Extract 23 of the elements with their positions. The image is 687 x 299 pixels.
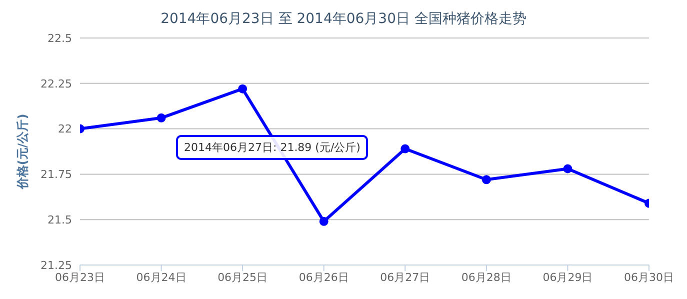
x-tick-label: 06月23日 xyxy=(55,270,105,284)
x-tick-label: 06月27日 xyxy=(380,270,430,284)
y-axis-title: 价格(元/公斤) xyxy=(15,114,30,190)
y-tick-label: 21.5 xyxy=(48,214,72,227)
y-tick-label: 21.25 xyxy=(40,258,72,272)
point xyxy=(238,84,248,94)
y-tick-label: 21.75 xyxy=(40,168,72,182)
tooltip-box: 2014年06月27日: 21.89 (元/公斤) xyxy=(176,135,368,160)
x-tick-label: 06月29日 xyxy=(542,270,593,284)
point xyxy=(482,175,491,184)
x-tick-label: 06月28日 xyxy=(461,270,512,284)
chart-title: 2014年06月23日 至 2014年06月30日 全国种猪价格走势 xyxy=(160,10,528,28)
x-tick-label: 06月30日 xyxy=(624,270,674,284)
y-tick-label: 22.5 xyxy=(48,32,72,45)
x-tick-label: 06月24日 xyxy=(136,270,186,284)
point xyxy=(319,216,328,226)
point xyxy=(563,164,572,174)
x-tick-label: 06月26日 xyxy=(298,270,349,284)
y-tick-label: 22 xyxy=(58,122,72,136)
point xyxy=(156,113,166,122)
y-tick-label: 22.25 xyxy=(40,77,72,90)
x-tick-label: 06月25日 xyxy=(218,270,268,284)
point xyxy=(400,144,410,154)
